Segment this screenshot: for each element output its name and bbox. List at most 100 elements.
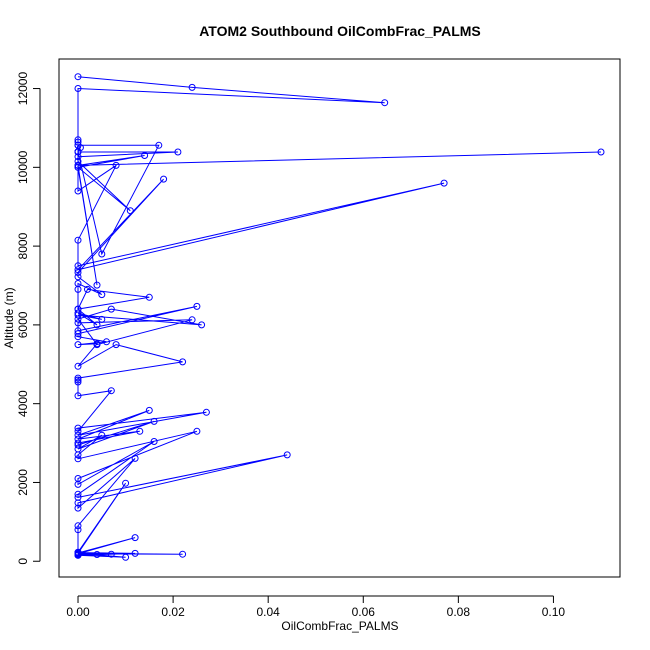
data-point — [145, 406, 153, 414]
data-point — [188, 83, 196, 91]
data-point — [136, 427, 144, 435]
data-point — [131, 454, 139, 462]
data-point — [74, 549, 82, 557]
data-point — [179, 358, 187, 366]
data-point — [112, 161, 120, 169]
data-point — [74, 73, 82, 81]
data-point — [98, 291, 106, 299]
data-point — [74, 333, 82, 341]
data-point — [74, 392, 82, 400]
data-point — [93, 321, 101, 329]
data-point — [74, 424, 82, 432]
data-point — [174, 148, 182, 156]
data-point — [74, 526, 82, 534]
data-point — [74, 187, 82, 195]
data-point — [179, 550, 187, 558]
data-point — [74, 163, 82, 171]
data-point — [381, 99, 389, 107]
data-point — [74, 266, 82, 274]
y-tick-label: 10000 — [16, 150, 30, 184]
data-point — [98, 250, 106, 258]
data-point — [74, 362, 82, 370]
data-point — [74, 378, 82, 386]
data-point — [122, 479, 130, 487]
data-point — [107, 305, 115, 313]
data-point — [93, 281, 101, 289]
data-point — [74, 480, 82, 488]
data-point — [74, 161, 82, 169]
data-point — [107, 387, 115, 395]
data-point — [74, 269, 82, 276]
data-point — [126, 207, 134, 215]
data-point — [131, 549, 139, 557]
y-tick-label: 0 — [16, 558, 30, 565]
data-point — [155, 141, 163, 149]
data-point — [202, 408, 210, 416]
y-axis: 0 2000 4000 6000 8000 10000 12000 — [16, 72, 41, 565]
data-point — [74, 451, 82, 459]
data-point — [74, 330, 82, 338]
data-point — [98, 315, 106, 323]
data-point — [141, 152, 149, 159]
data-point — [198, 321, 206, 329]
data-point — [131, 534, 139, 542]
x-tick-label: 0.02 — [161, 605, 185, 619]
plot-frame — [58, 58, 621, 578]
x-axis-label: OilCombFrac_PALMS — [281, 619, 398, 633]
chart-title: ATOM2 Southbound OilCombFrac_PALMS — [199, 23, 481, 39]
data-point — [74, 262, 82, 270]
y-tick-label: 8000 — [16, 232, 30, 259]
data-point — [74, 153, 82, 161]
data-point — [74, 441, 82, 449]
data-point — [74, 341, 82, 349]
data-point — [74, 455, 82, 463]
data-point — [74, 504, 82, 512]
data-point — [107, 550, 115, 558]
data-point — [74, 236, 82, 244]
data-point — [74, 311, 82, 319]
data-point — [74, 499, 82, 507]
data-point — [74, 376, 82, 384]
data-point — [188, 316, 196, 324]
data-point — [193, 427, 201, 435]
data-point — [98, 431, 106, 439]
y-tick-label: 4000 — [16, 390, 30, 417]
series-line — [76, 76, 602, 558]
data-point — [74, 374, 82, 382]
data-point — [74, 315, 82, 323]
data-point — [74, 551, 82, 559]
data-point — [160, 175, 168, 183]
data-point — [74, 522, 82, 530]
x-tick-label: 0.06 — [352, 605, 376, 619]
data-point — [145, 293, 153, 301]
data-point — [74, 431, 82, 439]
data-point — [74, 427, 82, 435]
x-axis: 0.00 0.02 0.04 0.06 0.08 0.10 — [66, 595, 566, 619]
data-point — [93, 551, 101, 558]
data-point — [122, 553, 130, 561]
data-point — [74, 319, 82, 327]
data-point — [74, 285, 82, 293]
x-tick-label: 0.08 — [447, 605, 471, 619]
x-tick-label: 0.04 — [257, 605, 281, 619]
data-point — [103, 338, 110, 346]
y-tick-label: 2000 — [16, 469, 30, 496]
data-point — [597, 148, 605, 156]
data-point — [283, 451, 291, 459]
data-point — [440, 179, 448, 187]
data-point — [74, 85, 82, 92]
data-point — [193, 302, 201, 310]
data-point — [84, 285, 91, 293]
data-point — [150, 438, 158, 445]
y-tick-label: 6000 — [16, 311, 30, 338]
data-point — [150, 417, 158, 425]
data-point — [112, 341, 120, 349]
x-tick-label: 0.10 — [542, 605, 566, 619]
data-point — [74, 148, 82, 156]
data-point — [74, 273, 82, 281]
series-layer — [74, 73, 605, 561]
data-point — [93, 340, 101, 348]
y-axis-label: Altitude (m) — [2, 287, 16, 348]
y-tick-label: 12000 — [16, 72, 30, 106]
